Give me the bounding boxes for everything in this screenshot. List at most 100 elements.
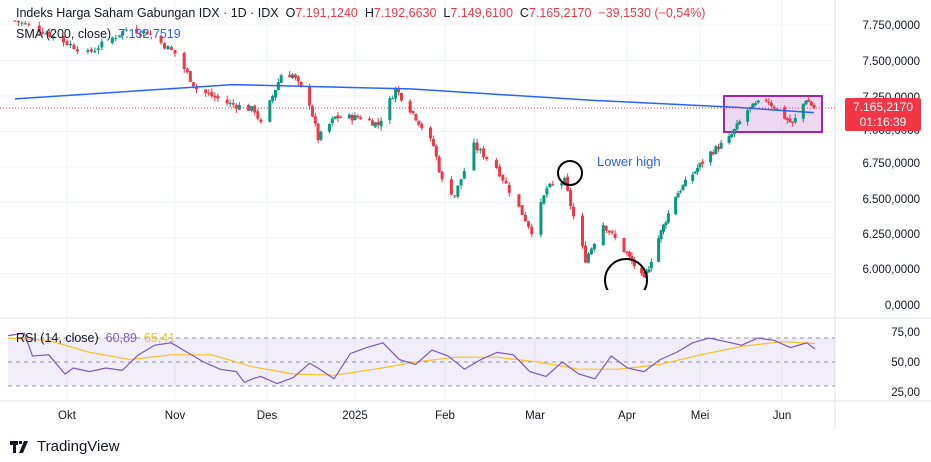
candle-body [482,148,486,158]
candle-body [96,48,100,50]
candle-body [110,37,114,43]
candle-body [709,151,713,163]
candle-body [296,76,300,82]
candle-body [711,151,715,155]
candle-body [23,23,27,25]
candle-body [310,106,314,117]
candle-body [299,81,303,87]
candle-body [807,99,811,102]
candle-body [607,230,611,233]
candle-body [163,43,167,49]
price-tick-label: 6.000,0000 [862,264,920,276]
candle-body [548,183,552,188]
candle-body [72,44,76,50]
time-tick-label: Jun [773,410,792,422]
rsi-value: 60,89 [105,331,137,345]
candle-body [93,50,97,53]
candle-body [159,35,163,43]
candle-body [767,101,771,104]
candle-body [539,202,543,235]
candle-body [379,120,383,127]
candle-body [560,183,564,186]
candle-body [727,136,731,143]
candle-body [135,28,139,34]
rsi-ma-value: 65,41 [143,331,176,345]
candle-body [485,156,489,159]
candle-body [373,122,377,127]
symbol-title: Indeks Harga Saham Gabungan IDX · 1D · I… [16,6,279,20]
candle-body [271,96,275,102]
candle-body [719,142,723,149]
candle-body [353,115,357,121]
candle-body [339,117,343,119]
candle-body [462,171,466,179]
price-tick-label: 0,0000 [885,300,920,312]
rsi-tick-label: 25,00 [891,387,920,399]
candle-body [601,224,605,246]
candle-body [399,93,403,101]
candle-body [785,118,789,120]
candle-body [431,138,435,146]
candle-body [253,105,257,113]
candle-body [730,134,734,137]
candle-body [166,46,170,50]
tradingview-logo[interactable]: TradingView [10,438,120,455]
candle-body [89,49,93,52]
candle-body [732,129,736,134]
candle-body [274,90,278,98]
candle-body [551,184,555,186]
candle-body [247,105,251,111]
time-tick-label: Des [257,410,278,422]
tradingview-logo-icon [10,440,28,453]
time-tick-label: Apr [618,410,636,422]
candle-body [717,146,721,150]
sma-label: SMA (200, close) [16,27,112,41]
open-value: 7.191,1240 [295,6,358,20]
close-value: 7.165,2170 [528,6,592,20]
candle-body [580,215,584,247]
time-tick-label: Feb [435,410,455,422]
candle-body [681,185,685,191]
candle-body [504,180,508,184]
low-circle [604,258,648,290]
candle-body [13,20,17,22]
candle-body [417,120,421,125]
candle-body [791,121,795,123]
candle-body [788,118,792,123]
candle-body [191,82,195,87]
time-tick-label: Mei [691,410,710,422]
high-label: H [364,6,374,20]
candle-body [693,171,697,174]
candle-body [333,116,337,119]
candle-body [501,175,505,181]
candle-body [545,188,549,195]
candle-body [237,105,241,110]
candle-body [411,111,415,114]
candle-body [414,114,418,121]
candle-body [754,103,758,105]
bar-countdown: 01:16:39 [859,115,907,129]
candle-body [640,267,644,274]
candle-body [121,30,125,36]
candle-body [62,36,66,43]
lower-high-label: Lower high [597,154,661,169]
candle-body [683,179,687,187]
candle-body [804,100,808,105]
price-tick-label: 6.250,0000 [862,229,920,241]
candle-body [225,99,229,104]
candle-body [336,115,340,119]
candle-body [75,49,79,52]
rsi-legend[interactable]: RSI (14, close) 60,89 65,41 [16,331,175,345]
candle-body [256,111,260,119]
candle-body [117,35,121,37]
candle-body [114,37,118,39]
candle-body [350,114,354,121]
candle-body [37,25,41,32]
candle-body [408,101,412,113]
candle-body [698,162,702,168]
candle-body [517,194,521,207]
candle-body [397,88,401,93]
sma-legend[interactable]: SMA (200, close) 7.132,7519 [16,27,181,41]
candle-body [327,123,331,132]
